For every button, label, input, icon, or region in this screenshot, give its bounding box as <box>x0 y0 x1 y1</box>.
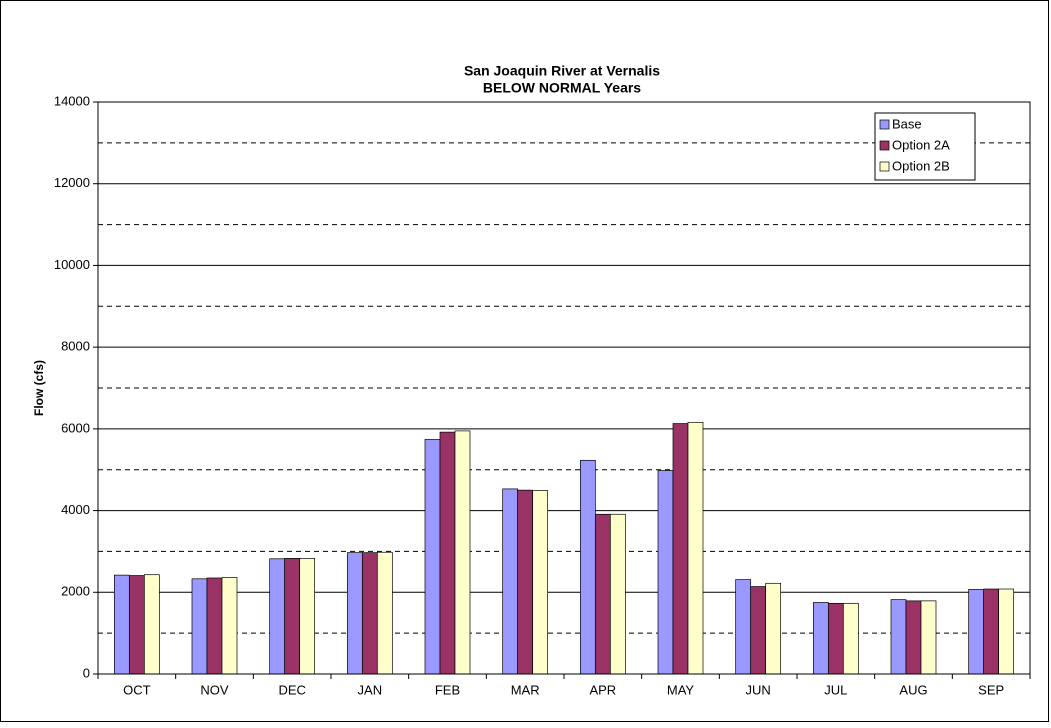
legend-swatch <box>879 119 890 130</box>
bar <box>454 430 471 675</box>
x-tick-label: JUN <box>746 682 771 697</box>
x-tick-label: AUG <box>899 682 927 697</box>
y-tick-label: 12000 <box>54 175 90 190</box>
y-tick-label: 2000 <box>61 584 90 599</box>
x-tick-label: MAY <box>667 682 695 697</box>
bar <box>143 574 160 675</box>
bar <box>812 602 829 675</box>
bar <box>750 586 767 675</box>
bar <box>284 558 301 675</box>
bar <box>983 588 1000 675</box>
bar <box>842 602 859 675</box>
bar <box>502 488 519 675</box>
bar <box>269 558 286 675</box>
bar <box>998 588 1015 675</box>
bar <box>376 551 393 675</box>
y-tick-label: 14000 <box>54 93 90 108</box>
bar <box>517 489 534 675</box>
bar <box>920 600 937 675</box>
bar <box>827 602 844 675</box>
bar <box>657 470 674 675</box>
legend-swatch <box>879 140 890 151</box>
legend-label: Option 2A <box>892 137 950 152</box>
bar <box>361 552 378 675</box>
bar <box>128 575 145 675</box>
bar <box>905 600 922 675</box>
legend-swatch <box>879 161 890 172</box>
x-tick-label: JAN <box>358 682 383 697</box>
bar <box>191 578 208 675</box>
y-tick-label: 6000 <box>61 420 90 435</box>
bar <box>968 589 985 675</box>
bar <box>221 577 238 675</box>
y-tick-label: 10000 <box>54 257 90 272</box>
legend-label: Base <box>892 116 922 131</box>
bar <box>299 558 316 675</box>
y-tick-label: 4000 <box>61 502 90 517</box>
chart-title: San Joaquin River at Vernalis <box>464 63 660 79</box>
bar <box>346 552 363 675</box>
x-tick-label: MAR <box>511 682 540 697</box>
legend-box <box>874 112 976 181</box>
bar <box>579 459 596 675</box>
chart-subtitle: BELOW NORMAL Years <box>483 80 641 96</box>
bar <box>594 513 611 675</box>
bar <box>765 582 782 675</box>
bar <box>890 599 907 675</box>
bar <box>672 423 689 675</box>
bar <box>532 490 549 675</box>
bar <box>439 431 456 675</box>
x-tick-label: FEB <box>435 682 460 697</box>
y-axis-label: Flow (cfs) <box>32 360 46 416</box>
y-tick-label: 0 <box>83 665 90 680</box>
bar <box>735 579 752 675</box>
bar <box>424 439 441 675</box>
legend-label: Option 2B <box>892 158 950 173</box>
x-tick-label: APR <box>589 682 616 697</box>
bar <box>687 421 704 675</box>
bar <box>113 574 130 675</box>
y-tick-label: 8000 <box>61 339 90 354</box>
bar <box>609 513 626 675</box>
x-tick-label: OCT <box>123 682 151 697</box>
bar <box>206 577 223 675</box>
x-tick-label: NOV <box>200 682 229 697</box>
x-tick-label: SEP <box>978 682 1004 697</box>
x-tick-label: DEC <box>278 682 305 697</box>
x-tick-label: JUL <box>824 682 847 697</box>
